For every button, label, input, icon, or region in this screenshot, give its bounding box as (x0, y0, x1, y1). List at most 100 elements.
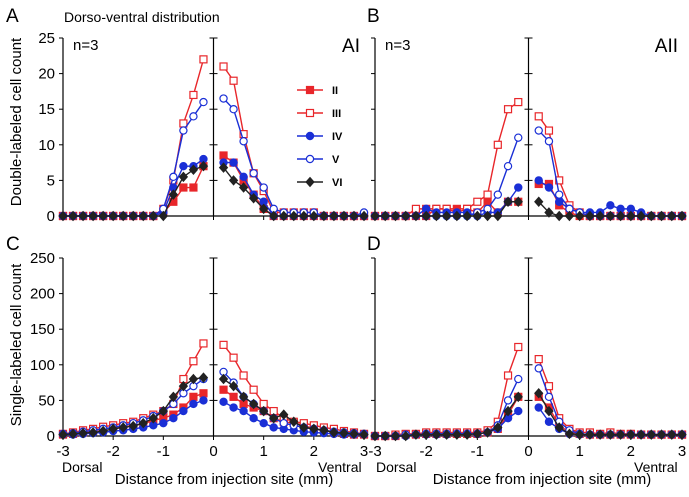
data-point (169, 414, 178, 423)
data-point (534, 126, 543, 135)
data-point (473, 197, 482, 206)
data-point (128, 420, 138, 432)
legend-label: III (332, 108, 341, 120)
data-point (370, 430, 380, 442)
data-point (544, 137, 554, 146)
data-point (229, 158, 238, 167)
data-point (380, 210, 390, 222)
panel-a: 0 5 10 15 20 25 n=3 AI (38, 30, 369, 225)
data-point (513, 391, 523, 403)
data-point (555, 176, 564, 185)
data-point (534, 112, 543, 121)
data-point (259, 183, 268, 192)
data-point (239, 406, 248, 416)
y-tick-label: 0 (47, 428, 55, 445)
data-point (258, 203, 269, 215)
panel-letter-c: C (6, 234, 20, 255)
dorsal-label-right: Dorsal (376, 459, 416, 475)
data-point (248, 192, 259, 204)
data-point (339, 210, 349, 222)
data-point (189, 357, 198, 366)
y-tick-label: 50 (38, 392, 55, 409)
data-point (656, 429, 667, 440)
data-point (482, 427, 493, 438)
data-point (555, 190, 564, 199)
data-point (249, 414, 258, 423)
data-point (493, 190, 502, 199)
data-point (199, 55, 208, 64)
data-point (626, 210, 636, 222)
data-point (88, 210, 98, 222)
data-point (179, 126, 188, 135)
data-point (279, 409, 289, 420)
data-point (359, 429, 369, 440)
y-tick-label: 150 (30, 321, 55, 338)
data-point (68, 210, 78, 222)
series-c-vi (58, 372, 369, 440)
legend-label: VI (332, 177, 342, 189)
data-point (349, 210, 359, 222)
data-point (493, 422, 503, 433)
data-point (534, 403, 543, 412)
data-point (472, 428, 483, 440)
data-point (401, 210, 411, 222)
area-label-b: AII (655, 36, 678, 57)
x-tick-label: -3 (368, 443, 381, 460)
y-axis-label-top: Double-labeled cell count (8, 37, 25, 206)
data-point (189, 392, 198, 401)
n-label-a: n=3 (73, 37, 98, 54)
data-point (636, 429, 646, 440)
data-point (564, 428, 575, 440)
data-point (615, 210, 626, 222)
data-point (78, 210, 88, 222)
legend-label: II (332, 85, 338, 97)
x-tick-label: 0 (524, 443, 532, 460)
data-point (462, 429, 472, 440)
data-point (219, 151, 228, 160)
data-point (544, 405, 554, 417)
data-point (503, 196, 513, 208)
legend-item-v: V (297, 154, 340, 166)
data-point (249, 169, 258, 178)
data-point (514, 97, 523, 107)
data-point (503, 396, 513, 405)
data-point (534, 364, 543, 373)
data-point (329, 427, 339, 438)
data-point (269, 210, 279, 222)
data-point (248, 398, 259, 410)
data-point (218, 373, 229, 385)
x-tick-label: -3 (56, 443, 69, 460)
data-point (514, 133, 523, 142)
data-point (534, 388, 544, 399)
data-point (68, 428, 78, 440)
figure-title: Dorso-ventral distribution (64, 9, 220, 25)
data-point (390, 430, 401, 442)
data-point (564, 210, 575, 222)
legend-label: V (332, 154, 340, 166)
data-point (359, 210, 369, 222)
data-point (513, 196, 523, 208)
data-point (677, 210, 687, 222)
data-point (299, 210, 309, 222)
data-point (199, 97, 208, 107)
data-point (188, 373, 199, 385)
data-point (269, 412, 279, 424)
data-point (544, 417, 554, 426)
data-point (309, 423, 319, 435)
data-point (472, 210, 483, 222)
series-d-vi (370, 388, 687, 442)
data-point (219, 94, 228, 103)
ventral-label-left: Ventral (318, 459, 362, 475)
data-point (411, 210, 421, 222)
data-point (219, 385, 228, 394)
x-tick-label: 2 (627, 443, 635, 460)
data-point (544, 183, 554, 192)
x-tick-label: -1 (157, 443, 170, 460)
panel-letter-a: A (6, 6, 19, 27)
y-tick-label: 250 (30, 250, 55, 267)
data-point (667, 429, 677, 440)
data-point (189, 183, 198, 192)
data-point (606, 201, 615, 210)
x-tick-label: -2 (106, 443, 119, 460)
